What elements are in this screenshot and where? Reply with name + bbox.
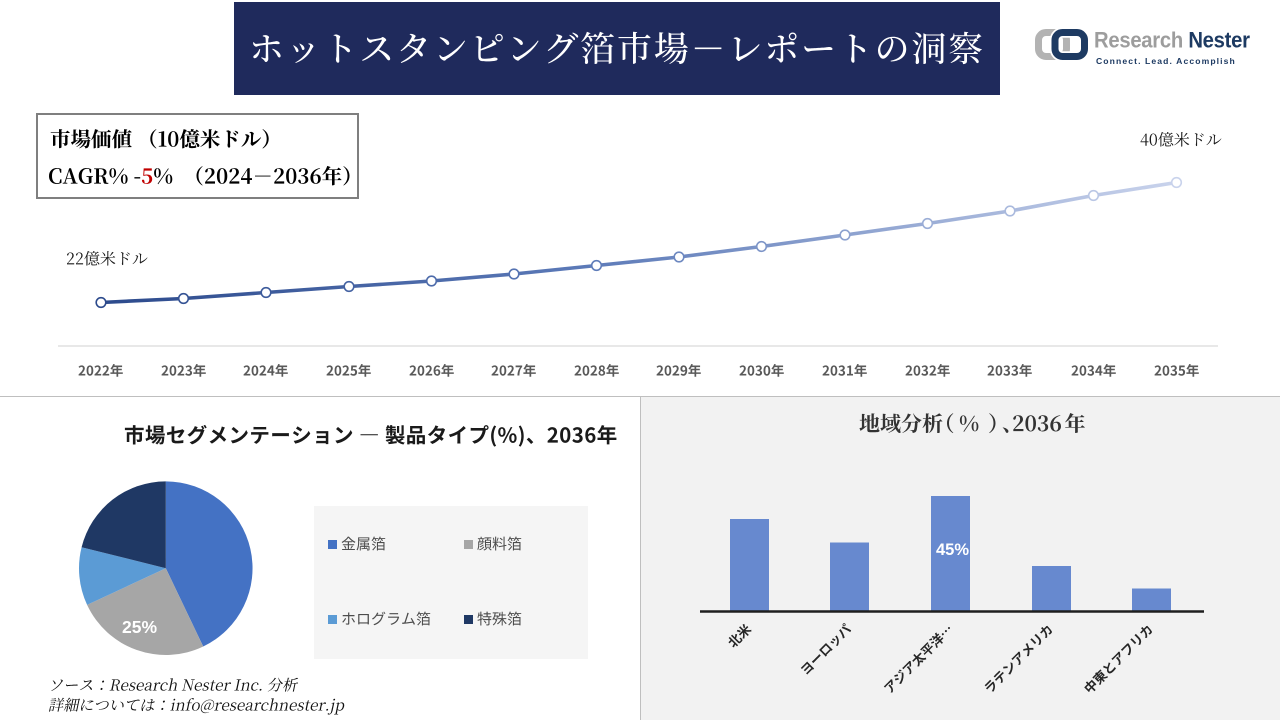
svg-text:Research Nester: Research Nester <box>1094 28 1250 53</box>
svg-text:Connect. Lead. Accomplish: Connect. Lead. Accomplish <box>1096 56 1236 66</box>
